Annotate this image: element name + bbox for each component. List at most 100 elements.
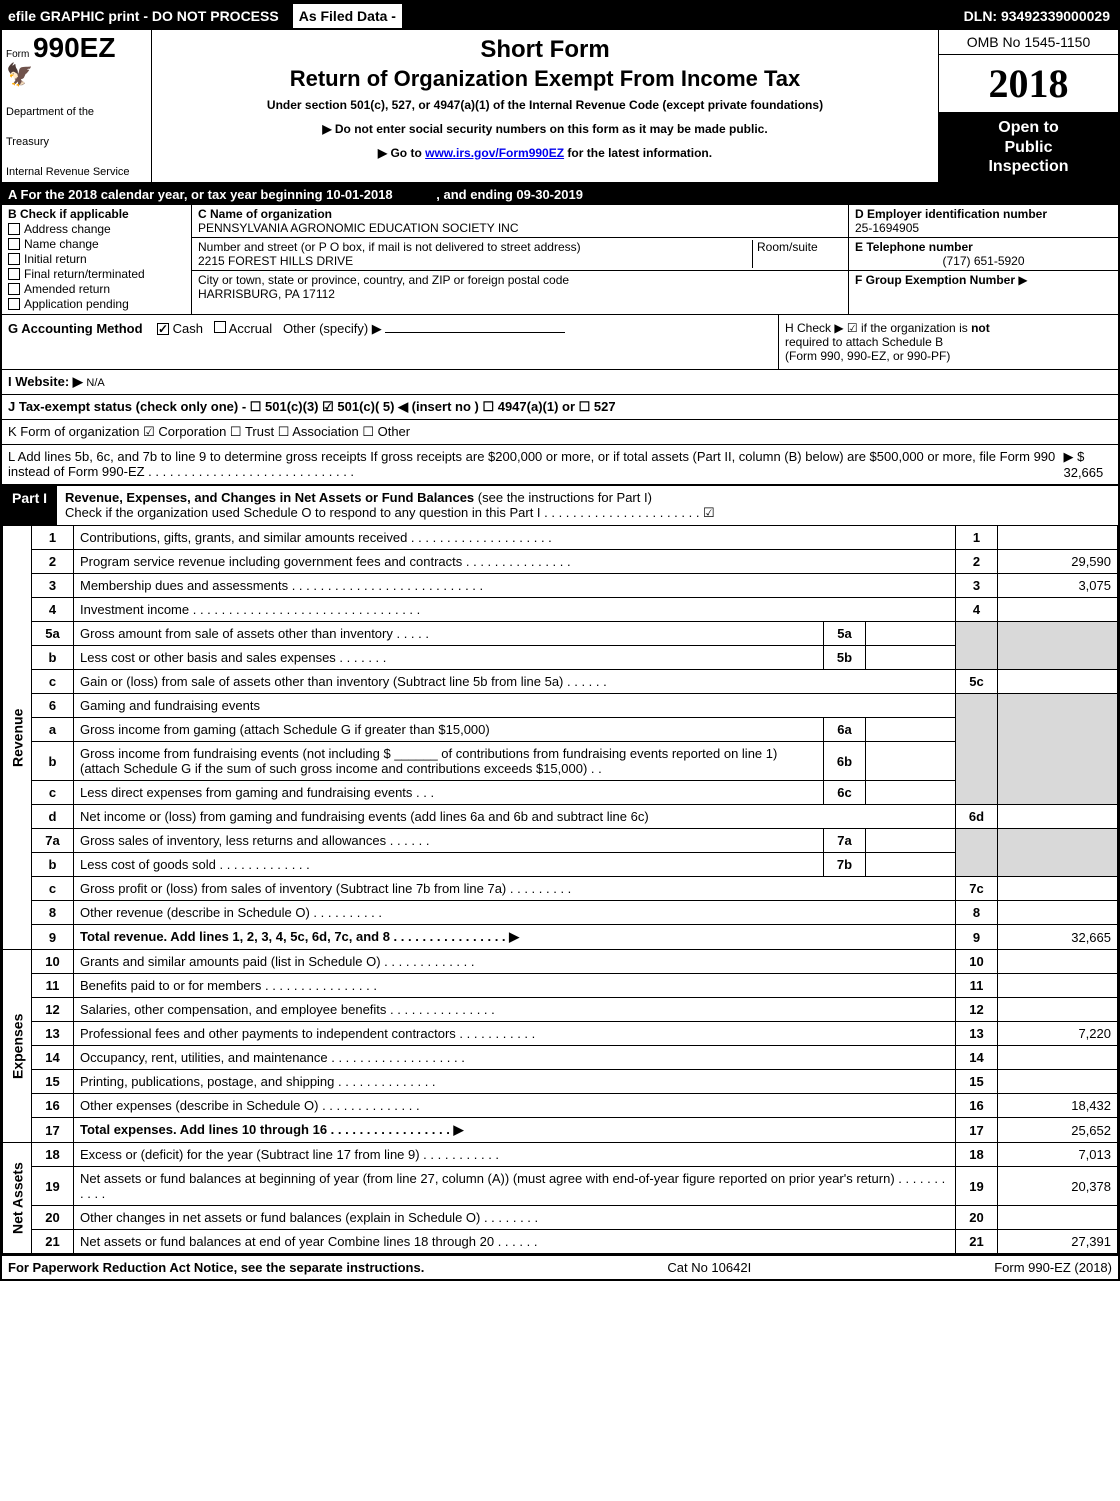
line-17: 17 Total expenses. Add lines 10 through … xyxy=(3,1118,1118,1143)
line-16: 16 Other expenses (describe in Schedule … xyxy=(3,1094,1118,1118)
side-net-assets: Net Assets xyxy=(3,1143,32,1254)
line-6b: b Gross income from fundraising events (… xyxy=(3,742,1118,781)
line-7c: c Gross profit or (loss) from sales of i… xyxy=(3,877,1118,901)
part-1-table: Revenue 1 Contributions, gifts, grants, … xyxy=(2,525,1118,1254)
l-amount: ▶ $ 32,665 xyxy=(1063,449,1112,480)
line-19: 19 Net assets or fund balances at beginn… xyxy=(3,1167,1118,1206)
ssn-warning: Do not enter social security numbers on … xyxy=(160,122,930,136)
h-line1: H Check ▶ ☑ if the organization is xyxy=(785,321,971,335)
checkbox-amended-return[interactable] xyxy=(8,283,20,295)
h-not: not xyxy=(971,321,990,335)
g-other-input[interactable] xyxy=(385,332,565,333)
i-label: I Website: ▶ xyxy=(8,374,83,389)
side-revenue: Revenue xyxy=(3,526,32,950)
form-title-block: Short Form Return of Organization Exempt… xyxy=(152,30,938,182)
row-a-text: A For the 2018 calendar year, or tax yea… xyxy=(8,187,393,202)
street: 2215 FOREST HILLS DRIVE xyxy=(198,254,752,268)
opt-name-change: Name change xyxy=(24,237,99,251)
dept-line2: Treasury xyxy=(6,136,147,148)
room-suite-label: Room/suite xyxy=(752,240,842,268)
part-1-header: Part I Revenue, Expenses, and Changes in… xyxy=(2,484,1118,525)
inspect-3: Inspection xyxy=(943,157,1114,176)
row-a: A For the 2018 calendar year, or tax yea… xyxy=(2,184,1118,205)
section-g: G Accounting Method Cash Accrual Other (… xyxy=(2,315,778,369)
city-state-zip: HARRISBURG, PA 17112 xyxy=(198,287,842,301)
telephone: (717) 651-5920 xyxy=(855,254,1112,268)
org-name: PENNSYLVANIA AGRONOMIC EDUCATION SOCIETY… xyxy=(198,221,842,235)
section-j: J Tax-exempt status (check only one) - ☐… xyxy=(2,394,1118,419)
footer-mid: Cat No 10642I xyxy=(667,1260,751,1275)
goto-pre: Go to xyxy=(378,146,425,160)
line-12: 12 Salaries, other compensation, and emp… xyxy=(3,998,1118,1022)
dept-line3: Internal Revenue Service xyxy=(6,166,147,178)
goto-post: for the latest information. xyxy=(567,146,712,160)
treasury-seal-icon: 🦅 xyxy=(6,62,147,88)
c-city-label: City or town, state or province, country… xyxy=(198,273,842,287)
inspection-box: Open to Public Inspection xyxy=(939,112,1118,182)
footer-left: For Paperwork Reduction Act Notice, see … xyxy=(8,1260,424,1275)
part-1-paren: (see the instructions for Part I) xyxy=(478,490,652,505)
line-10: Expenses 10 Grants and similar amounts p… xyxy=(3,950,1118,974)
b-title: B Check if applicable xyxy=(8,207,185,221)
subtitle: Under section 501(c), 527, or 4947(a)(1)… xyxy=(160,98,930,112)
line-15: 15 Printing, publications, postage, and … xyxy=(3,1070,1118,1094)
footer-right: Form 990-EZ (2018) xyxy=(994,1260,1112,1275)
checkbox-application-pending[interactable] xyxy=(8,298,20,310)
top-bar: efile GRAPHIC print - DO NOT PROCESS As … xyxy=(2,2,1118,30)
section-h: H Check ▶ ☑ if the organization is not r… xyxy=(778,315,1118,369)
part-1-subtitle: Check if the organization used Schedule … xyxy=(65,505,715,520)
inspect-2: Public xyxy=(943,138,1114,157)
inspect-1: Open to xyxy=(943,118,1114,137)
line-6: 6 Gaming and fundraising events xyxy=(3,694,1118,718)
efile-label: efile GRAPHIC print - DO NOT PROCESS xyxy=(2,4,285,28)
checkbox-initial-return[interactable] xyxy=(8,253,20,265)
irs-link[interactable]: www.irs.gov/Form990EZ xyxy=(425,146,564,160)
checkbox-final-return[interactable] xyxy=(8,268,20,280)
website: N/A xyxy=(86,377,104,389)
footer: For Paperwork Reduction Act Notice, see … xyxy=(2,1254,1118,1279)
checkbox-cash[interactable] xyxy=(157,323,169,335)
form-number: 990EZ xyxy=(33,32,116,63)
group-exemption-label: F Group Exemption Number xyxy=(855,273,1015,287)
checkbox-address-change[interactable] xyxy=(8,223,20,235)
g-accrual: Accrual xyxy=(229,321,272,336)
opt-amended-return: Amended return xyxy=(24,282,110,296)
group-exemption-arrow: ▶ xyxy=(1018,273,1027,287)
line-8: 8 Other revenue (describe in Schedule O)… xyxy=(3,901,1118,925)
line-13: 13 Professional fees and other payments … xyxy=(3,1022,1118,1046)
line-18: Net Assets 18 Excess or (deficit) for th… xyxy=(3,1143,1118,1167)
line-7a: 7a Gross sales of inventory, less return… xyxy=(3,829,1118,853)
line-2: 2 Program service revenue including gove… xyxy=(3,550,1118,574)
line-9: 9 Total revenue. Add lines 1, 2, 3, 4, 5… xyxy=(3,925,1118,950)
line-5a: 5a Gross amount from sale of assets othe… xyxy=(3,622,1118,646)
c-name-label: C Name of organization xyxy=(198,207,842,221)
side-expenses: Expenses xyxy=(3,950,32,1143)
line-21: 21 Net assets or fund balances at end of… xyxy=(3,1230,1118,1254)
line-6c: c Less direct expenses from gaming and f… xyxy=(3,781,1118,805)
line-20: 20 Other changes in net assets or fund b… xyxy=(3,1206,1118,1230)
g-other: Other (specify) ▶ xyxy=(283,321,382,336)
as-filed-data: As Filed Data - xyxy=(291,2,404,30)
tax-year: 2018 xyxy=(939,55,1118,112)
section-b: B Check if applicable Address change Nam… xyxy=(2,205,192,314)
line-5c: c Gain or (loss) from sale of assets oth… xyxy=(3,670,1118,694)
tel-label: E Telephone number xyxy=(855,240,1112,254)
line-6a: a Gross income from gaming (attach Sched… xyxy=(3,718,1118,742)
form-box: Form 990EZ 🦅 Department of the Treasury … xyxy=(2,30,152,182)
line-3: 3 Membership dues and assessments . . . … xyxy=(3,574,1118,598)
checkbox-accrual[interactable] xyxy=(214,321,226,333)
h-line2: required to attach Schedule B xyxy=(785,335,1112,349)
line-5b: b Less cost or other basis and sales exp… xyxy=(3,646,1118,670)
short-form-title: Short Form xyxy=(160,36,930,64)
opt-application-pending: Application pending xyxy=(24,297,129,311)
g-label: G Accounting Method xyxy=(8,321,143,336)
omb-number: OMB No 1545-1150 xyxy=(939,30,1118,55)
section-def: D Employer identification number 25-1694… xyxy=(848,205,1118,314)
opt-initial-return: Initial return xyxy=(24,252,87,266)
checkbox-name-change[interactable] xyxy=(8,238,20,250)
opt-address-change: Address change xyxy=(24,222,111,236)
return-title: Return of Organization Exempt From Incom… xyxy=(160,66,930,92)
section-l: L Add lines 5b, 6c, and 7b to line 9 to … xyxy=(2,444,1118,484)
l-text: L Add lines 5b, 6c, and 7b to line 9 to … xyxy=(8,449,1063,480)
section-k: K Form of organization ☑ Corporation ☐ T… xyxy=(2,419,1118,444)
